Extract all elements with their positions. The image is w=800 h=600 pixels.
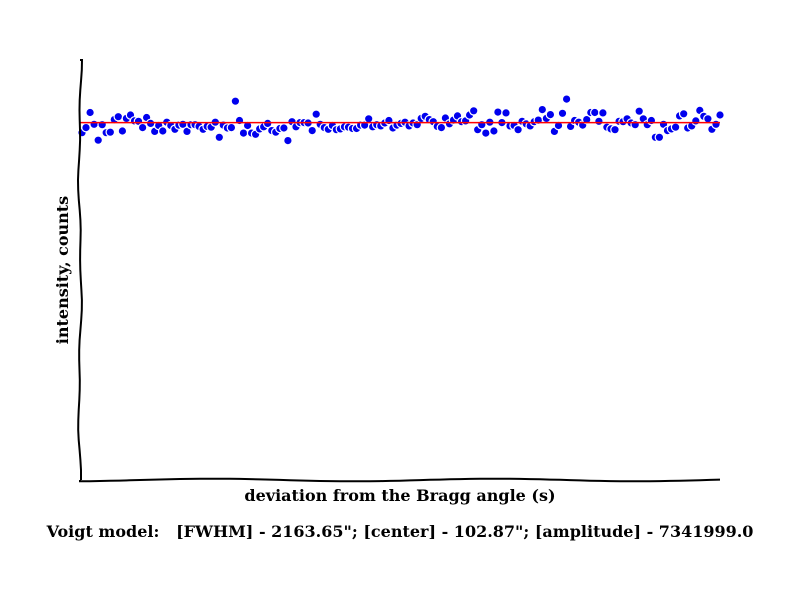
data-point (307, 125, 317, 136)
data-point (703, 114, 713, 124)
data-point (489, 126, 499, 136)
data-point (646, 115, 657, 126)
data-point (137, 122, 148, 133)
data-point (262, 118, 273, 129)
data-point (670, 122, 681, 132)
data-point (238, 128, 249, 138)
data-point (711, 119, 721, 130)
data-point (513, 124, 523, 135)
data-point (279, 123, 289, 133)
data-point (214, 132, 225, 143)
data-point (81, 122, 91, 133)
data-point (537, 104, 548, 115)
y-axis (76, 59, 84, 480)
data-point (501, 108, 511, 118)
data-point (598, 108, 608, 118)
data-point (581, 114, 592, 125)
data-point (480, 128, 491, 138)
y-axis-title: intensity, counts (53, 196, 72, 344)
data-point (557, 108, 568, 119)
data-point (715, 110, 725, 120)
data-point (630, 119, 640, 130)
data-point (476, 119, 487, 130)
data-point (242, 120, 253, 131)
x-axis-title: deviation from the Bragg angle (s) (244, 486, 555, 505)
data-point (690, 116, 701, 126)
data-point (553, 120, 564, 131)
data-point (113, 111, 124, 122)
data-point (311, 109, 321, 119)
data-point (610, 124, 620, 135)
data-point (97, 119, 107, 130)
data-point (158, 126, 168, 136)
data-point (363, 114, 374, 124)
data-point (85, 107, 95, 118)
data-point (117, 126, 128, 136)
data-points (77, 94, 725, 146)
data-point (493, 107, 503, 117)
fit-caption: Voigt model: [FWHM] - 2163.65"; [center]… (46, 522, 754, 541)
data-point (678, 109, 689, 119)
data-point (561, 94, 572, 104)
data-point (589, 107, 600, 118)
x-axis (79, 477, 721, 483)
data-point (545, 109, 556, 120)
data-point (654, 132, 665, 143)
data-point (89, 119, 99, 130)
data-point (234, 115, 245, 126)
data-point (436, 122, 447, 133)
data-point (105, 127, 116, 137)
data-point (226, 122, 237, 133)
data-point (283, 135, 293, 146)
data-point (93, 135, 103, 145)
data-point (634, 106, 644, 116)
data-point (230, 96, 241, 106)
data-point (594, 116, 604, 127)
data-point (468, 106, 479, 116)
data-point (145, 118, 156, 129)
